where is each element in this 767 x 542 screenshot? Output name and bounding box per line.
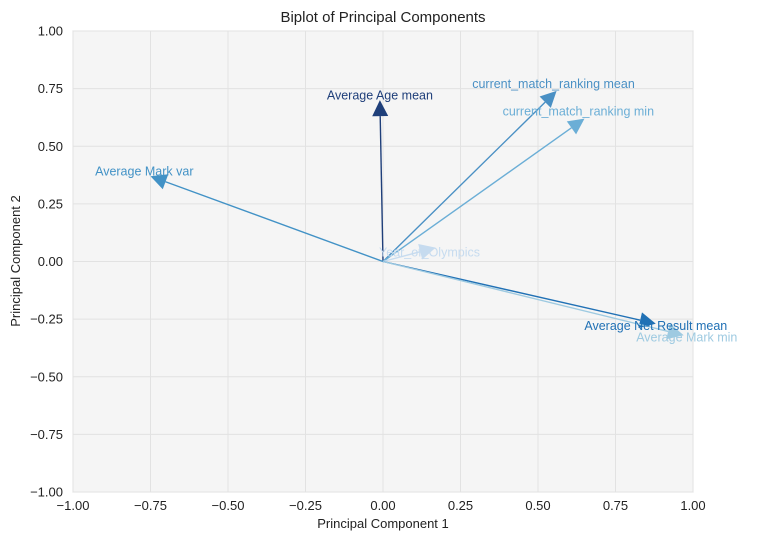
vector-shaft — [165, 181, 384, 263]
vector-arrow — [372, 100, 389, 262]
y-tick-label: 0.25 — [38, 196, 63, 211]
y-axis-label: Principal Component 2 — [8, 195, 23, 327]
y-tick-label: −1.00 — [30, 485, 63, 500]
grid-layer — [72, 30, 694, 493]
x-tick-label: 0.25 — [448, 498, 473, 513]
x-tick-label: 0.00 — [370, 498, 395, 513]
vector-arrowhead — [666, 323, 684, 340]
vector-shaft — [382, 127, 572, 263]
vector-arrow — [382, 243, 436, 263]
vector-arrowhead — [150, 174, 169, 190]
y-tick-label: 0.75 — [38, 81, 63, 96]
vector-arrow — [382, 260, 656, 328]
x-tick-label: −1.00 — [57, 498, 90, 513]
vector-arrow — [150, 174, 384, 263]
x-tick-label: −0.25 — [289, 498, 322, 513]
vector-shaft — [382, 260, 669, 333]
y-tick-label: 0.50 — [38, 139, 63, 154]
vector-layer — [150, 90, 684, 340]
tick-label-layer: −1.00 −0.75 −0.50 −0.25 0.00 0.25 0.50 0.75 1.00… — [30, 24, 706, 514]
y-tick-label: −0.25 — [30, 312, 63, 327]
y-tick-label: 0.00 — [38, 254, 63, 269]
x-tick-label: −0.75 — [134, 498, 167, 513]
y-tick-label: −0.50 — [30, 369, 63, 384]
vector-label: Average Net Result mean — [584, 319, 727, 333]
vector-label: Average Age mean — [327, 89, 433, 103]
vector-shaft — [382, 101, 546, 262]
y-tick-label: 1.00 — [38, 24, 63, 39]
vector-arrowhead — [566, 118, 585, 135]
x-tick-label: 1.00 — [680, 498, 705, 513]
vector-shaft — [382, 260, 641, 321]
vector-arrow — [382, 260, 684, 340]
vector-label-layer: Average Age mean current_match_ranking me… — [95, 77, 737, 345]
vector-label: Year_of_Olympics — [379, 245, 480, 259]
x-tick-label: 0.75 — [603, 498, 628, 513]
vector-arrow — [382, 90, 557, 262]
x-tick-label: 0.50 — [525, 498, 550, 513]
vector-label: Average Mark min — [636, 331, 737, 345]
vector-arrow — [382, 118, 585, 263]
vector-arrowhead — [539, 90, 557, 108]
y-tick-label: −0.75 — [30, 427, 63, 442]
vector-label: current_match_ranking min — [503, 105, 655, 119]
vector-arrowhead — [372, 100, 389, 117]
vector-shaft — [382, 251, 421, 263]
x-axis-label: Principal Component 1 — [317, 516, 449, 531]
vector-arrowhead — [418, 243, 436, 260]
vector-label: current_match_ranking mean — [472, 77, 635, 91]
x-tick-label: −0.50 — [212, 498, 245, 513]
vector-label: Average Mark var — [95, 165, 193, 179]
chart-title: Biplot of Principal Components — [280, 9, 485, 26]
vector-arrowhead — [638, 312, 656, 328]
vector-shaft — [379, 116, 384, 262]
